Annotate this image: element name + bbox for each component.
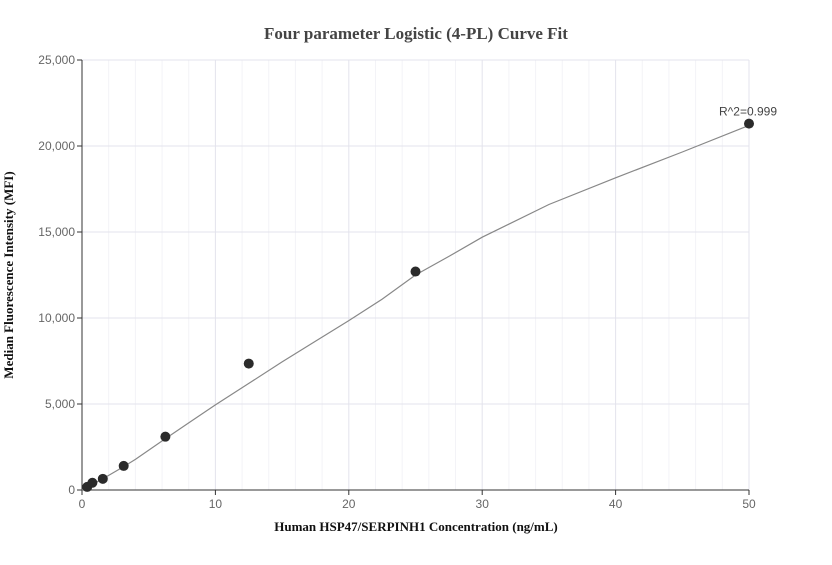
data-point [744, 118, 754, 129]
x-tick-label: 30 [476, 497, 490, 511]
y-tick-label: 0 [68, 483, 75, 497]
axes: 0 10 20 30 40 50 0 5,000 10,000 15,000 20,000 25,00… [38, 53, 756, 511]
data-point [97, 473, 108, 484]
data-point [118, 460, 129, 471]
x-tick-label: 0 [79, 497, 86, 511]
x-axis-title: Human HSP47/SERPINH1 Concentration (ng/m… [274, 519, 558, 534]
x-tick-label: 50 [742, 497, 756, 511]
data-point [87, 477, 98, 488]
data-point [410, 266, 421, 277]
y-tick-label: 25,000 [38, 53, 75, 67]
y-axis-title: Median Fluorescence Intensity (MFI) [1, 171, 16, 378]
data-points [82, 118, 754, 492]
x-tick-label: 40 [609, 497, 623, 511]
fit-curve-line [81, 124, 750, 491]
y-tick-label: 20,000 [38, 139, 75, 153]
x-tick-label: 10 [209, 497, 223, 511]
x-tick-label: 20 [342, 497, 356, 511]
y-tick-label: 15,000 [38, 225, 75, 239]
chart-title: Four parameter Logistic (4-PL) Curve Fit [264, 24, 568, 43]
data-point [243, 358, 254, 369]
r-squared-annotation: R^2=0.999 [719, 105, 777, 119]
fit-curve-layer [81, 124, 750, 491]
data-point [160, 431, 171, 442]
y-tick-label: 10,000 [38, 311, 75, 325]
y-tick-label: 5,000 [45, 397, 75, 411]
grid [82, 59, 750, 490]
